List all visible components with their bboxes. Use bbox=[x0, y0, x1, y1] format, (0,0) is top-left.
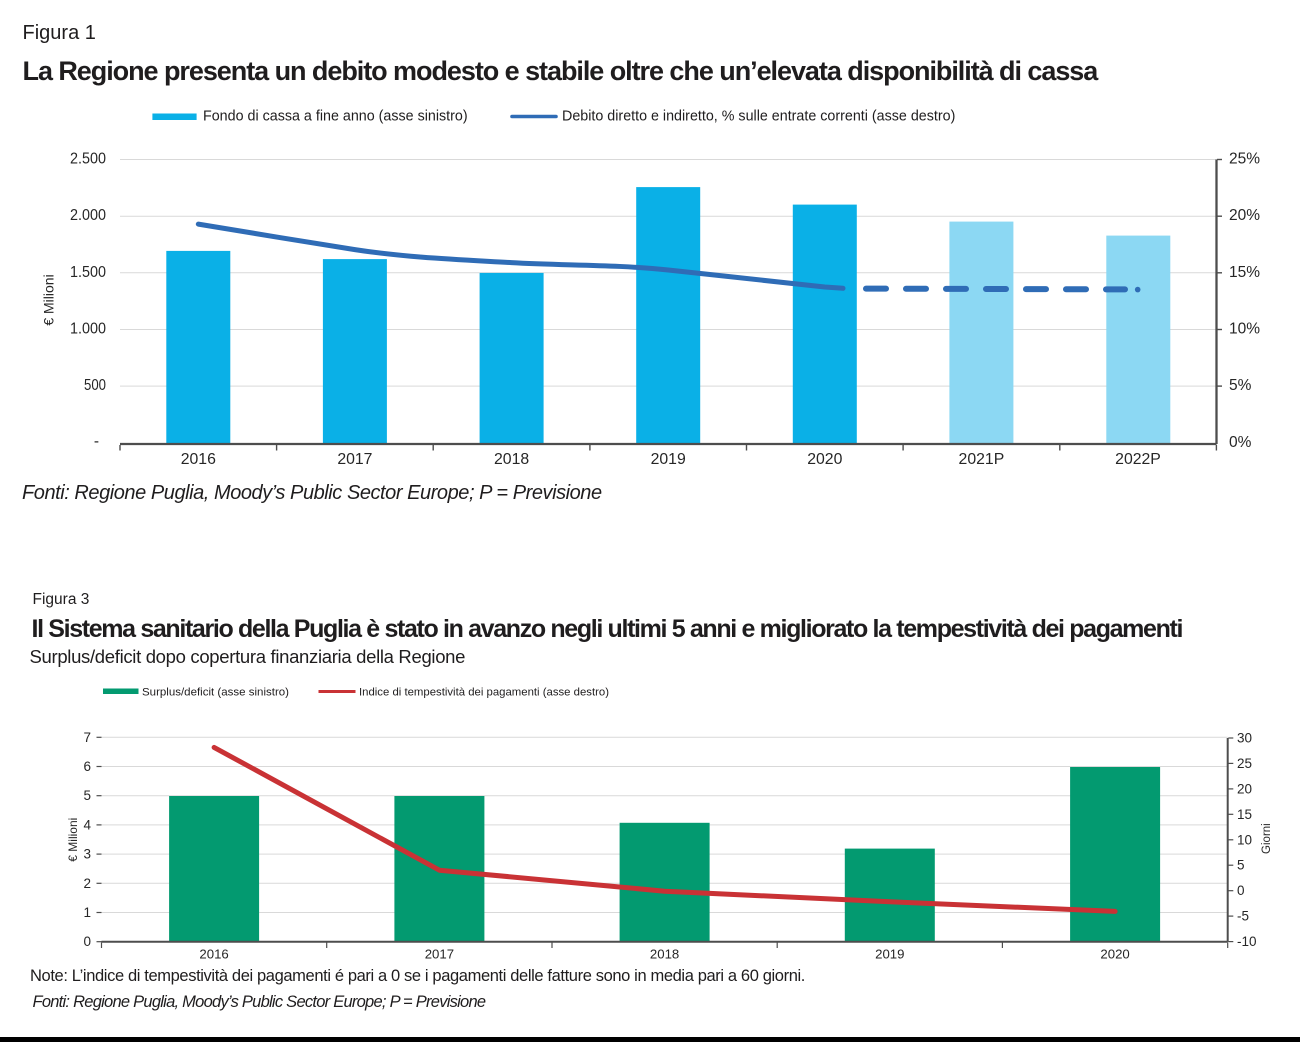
svg-text:€ Milioni: € Milioni bbox=[41, 274, 57, 325]
svg-text:€ Milioni: € Milioni bbox=[66, 818, 80, 862]
svg-text:2: 2 bbox=[83, 876, 91, 891]
svg-text:Fondo di cassa a fine anno (as: Fondo di cassa a fine anno (asse sinistr… bbox=[203, 109, 468, 125]
svg-text:7: 7 bbox=[83, 730, 91, 745]
svg-text:20%: 20% bbox=[1229, 207, 1260, 224]
svg-text:2019: 2019 bbox=[875, 946, 904, 961]
svg-text:500: 500 bbox=[84, 377, 106, 394]
svg-text:-5: -5 bbox=[1237, 909, 1249, 924]
svg-text:30: 30 bbox=[1237, 731, 1252, 746]
svg-text:15: 15 bbox=[1237, 807, 1252, 822]
svg-text:20: 20 bbox=[1237, 781, 1252, 796]
svg-text:0: 0 bbox=[1237, 883, 1245, 898]
svg-text:2018: 2018 bbox=[650, 946, 679, 961]
svg-text:Surplus/deficit (asse sinistro: Surplus/deficit (asse sinistro) bbox=[142, 687, 289, 699]
svg-text:2022P: 2022P bbox=[1115, 451, 1161, 468]
svg-text:5%: 5% bbox=[1229, 377, 1252, 394]
svg-text:Debito diretto e indiretto, %: Debito diretto e indiretto, % sulle entr… bbox=[562, 109, 955, 125]
svg-text:4: 4 bbox=[83, 817, 91, 832]
svg-text:1.500: 1.500 bbox=[70, 264, 106, 281]
svg-text:2020: 2020 bbox=[1100, 946, 1129, 961]
svg-text:6: 6 bbox=[83, 759, 91, 774]
svg-text:Giorni: Giorni bbox=[1261, 823, 1273, 854]
svg-text:2021P: 2021P bbox=[959, 451, 1005, 468]
svg-text:1: 1 bbox=[83, 905, 91, 920]
svg-text:2018: 2018 bbox=[494, 451, 529, 468]
svg-text:25%: 25% bbox=[1229, 151, 1260, 168]
svg-text:0%: 0% bbox=[1229, 434, 1252, 451]
svg-text:2019: 2019 bbox=[651, 451, 686, 468]
svg-text:1.000: 1.000 bbox=[70, 321, 106, 338]
svg-text:2017: 2017 bbox=[337, 451, 372, 468]
svg-text:10%: 10% bbox=[1229, 321, 1260, 338]
svg-text:5: 5 bbox=[83, 788, 91, 803]
svg-text:2017: 2017 bbox=[425, 946, 454, 961]
svg-text:0: 0 bbox=[83, 934, 91, 949]
svg-text:-: - bbox=[94, 433, 99, 450]
svg-text:15%: 15% bbox=[1229, 264, 1260, 281]
svg-text:25: 25 bbox=[1237, 756, 1252, 771]
svg-text:10: 10 bbox=[1237, 832, 1252, 847]
svg-text:-10: -10 bbox=[1237, 934, 1257, 949]
svg-text:2020: 2020 bbox=[807, 451, 842, 468]
svg-text:2.000: 2.000 bbox=[70, 207, 106, 224]
svg-text:2.500: 2.500 bbox=[70, 151, 106, 168]
svg-text:3: 3 bbox=[83, 847, 91, 862]
svg-text:2016: 2016 bbox=[199, 946, 228, 961]
svg-text:2016: 2016 bbox=[181, 451, 216, 468]
svg-text:Indice di tempestività dei pag: Indice di tempestività dei pagamenti (as… bbox=[359, 687, 609, 699]
svg-text:5: 5 bbox=[1237, 858, 1245, 873]
